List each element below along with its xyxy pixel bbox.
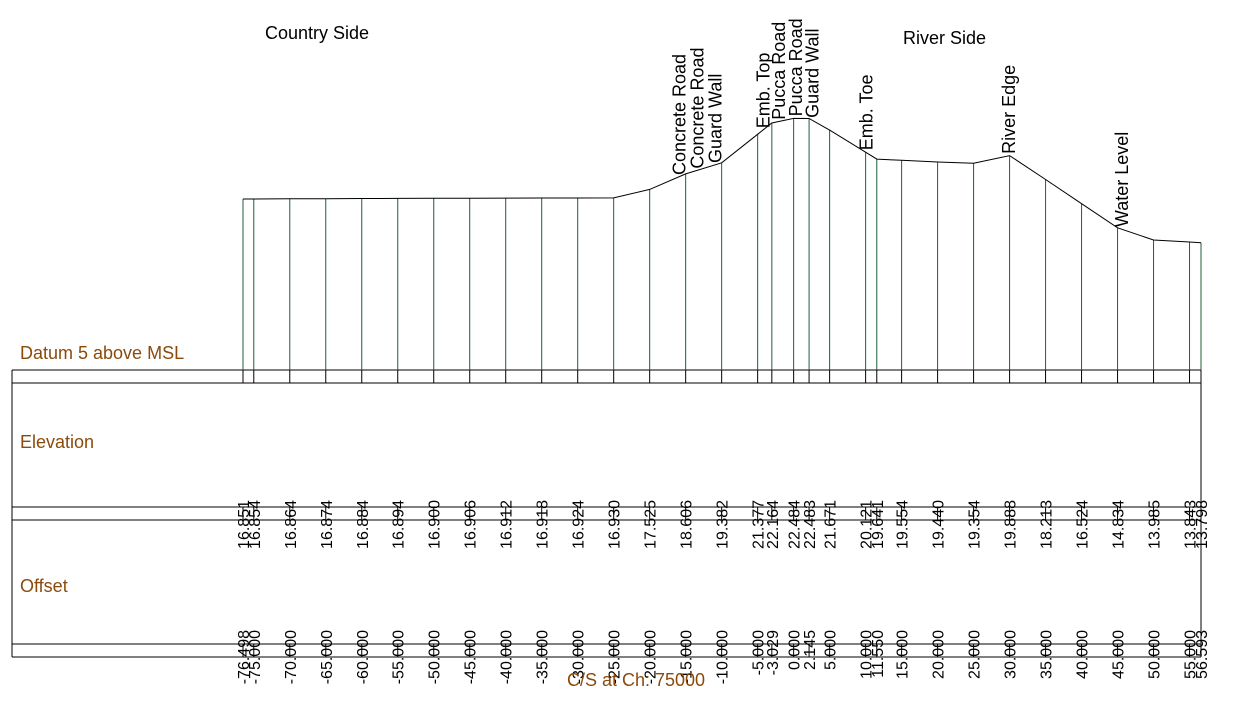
offset-values: -76.498-75.000 -70.000 -65.000 -60.000 -55.0… [236,630,1211,684]
offset-value: -30.000 [571,630,588,684]
elevation-value: 21.671 [823,500,840,549]
elevation-value: 19.641 [870,500,887,549]
offset-value: -76.498 [236,630,253,684]
offset-value: 35.000 [1039,630,1056,679]
offset-value: -5.000 [751,630,768,675]
elevation-value: 16.924 [571,500,588,549]
elevation-value: 22.483 [802,500,819,549]
offset-value: -70.000 [283,630,300,684]
elevation-value: 16.900 [427,500,444,549]
offset-value: 11.550 [870,630,887,678]
table-frame [11,369,1202,658]
elevation-value: 13.843 [1183,500,1200,549]
elevation-value: 21.377 [751,500,768,549]
elevation-value: 16.930 [607,500,624,549]
elevation-value: 19.888 [1003,500,1020,549]
chainage-caption: C/S at Ch: 75000 [567,670,705,690]
offset-value: 56.593 [1194,630,1211,679]
elevation-value: 16.524 [1075,500,1092,549]
offset-value: 30.000 [1003,630,1020,679]
offset-value: -50.000 [427,630,444,684]
offset-value: 10.000 [859,630,876,679]
elevation-value: 16.906 [463,500,480,549]
elevation-value: 19.554 [895,500,912,549]
station-lines [242,118,1202,657]
feature-label: Concrete Road [687,48,707,169]
elevation-value: 19.440 [931,500,948,549]
offset-value: -65.000 [319,630,336,684]
feature-label: Concrete Road [669,54,689,175]
offset-value: -40.000 [499,630,516,684]
offset-value: -3.029 [765,630,782,675]
elevation-value: 16.864 [283,500,300,549]
offset-value: -25.000 [607,630,624,684]
offset-value: -20.000 [643,630,660,684]
feature-label: Emb. Toe [857,74,877,150]
elevation-value: 19.354 [967,500,984,549]
offset-row-label: Offset [20,576,68,596]
elevation-value: 16.884 [355,500,372,549]
offset-value: 45.000 [1111,630,1128,679]
offset-value: -15.000 [679,630,696,684]
offset-value: 5.000 [823,630,840,670]
offset-value: 40.000 [1075,630,1092,679]
offset-value: -75.000 [247,630,264,684]
elevation-value: 22.484 [787,500,804,549]
elevation-value: 13.985 [1147,500,1164,549]
elevation-value: 16.854 [247,500,264,549]
offset-value: -55.000 [391,630,408,684]
feature-label: River Edge [999,65,1019,154]
offset-value: 20.000 [931,630,948,679]
elevation-value: 13.798 [1194,500,1211,549]
elevation-value: 16.851 [236,500,253,549]
offset-value: 55.000 [1183,630,1200,679]
elevation-value: 18.213 [1039,500,1056,549]
offset-value: 50.000 [1147,630,1164,679]
offset-value: 25.000 [967,630,984,679]
ground-profile-line [243,117,1202,244]
feature-label: Guard Wall [803,29,823,118]
offset-value: -10.000 [715,630,732,684]
offset-value: -45.000 [463,630,480,684]
offset-value: 2.145 [802,630,819,670]
offset-value: -35.000 [535,630,552,684]
feature-label: Guard Wall [705,74,725,163]
elevation-value: 20.121 [859,500,876,549]
elevation-value: 14.834 [1111,500,1128,549]
elevation-value: 22.164 [765,500,782,549]
elevation-value: 16.894 [391,500,408,549]
elevation-value: 16.874 [319,500,336,549]
feature-label: Emb. Top [754,53,774,129]
elevation-value: 16.912 [499,500,516,549]
elevation-row-label: Elevation [20,432,94,452]
datum-label: Datum 5 above MSL [20,343,184,363]
elevation-value: 17.525 [643,500,660,549]
elevation-value: 18.606 [679,500,696,549]
offset-value: 0.000 [787,630,804,670]
river-side-heading: River Side [903,28,986,48]
feature-label: Pucca Road [769,22,789,120]
elevation-value: 19.382 [715,500,732,549]
offset-value: -60.000 [355,630,372,684]
country-side-heading: Country Side [265,23,369,43]
elevation-value: 16.918 [535,500,552,549]
offset-value: 15.000 [895,630,912,679]
feature-label: Pucca Road [786,18,806,116]
feature-label: Water Level [1112,132,1132,227]
